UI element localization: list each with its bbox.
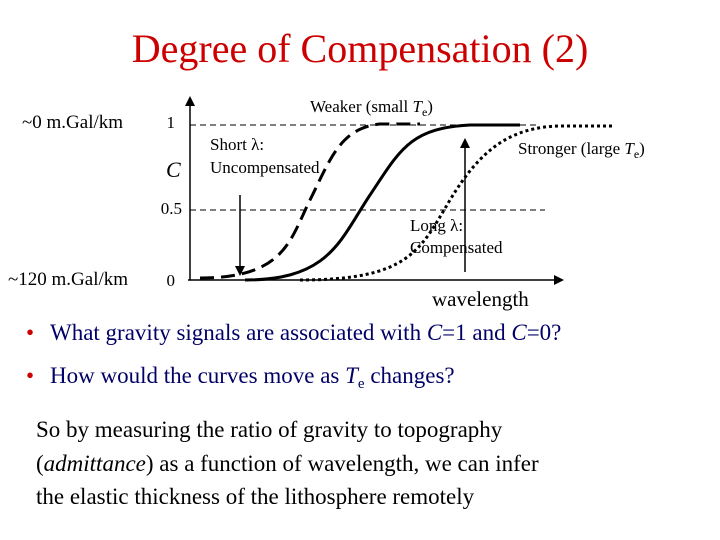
paragraph-line: So by measuring the ratio of gravity to … bbox=[36, 417, 503, 442]
bullet: What gravity signals are associated with… bbox=[50, 320, 561, 345]
stronger-label: Stronger (large Te) bbox=[518, 139, 645, 161]
paragraph-line: the elastic thickness of the lithosphere… bbox=[36, 484, 475, 509]
x-axis-label: wavelength bbox=[432, 287, 529, 311]
top-scale-label: ~0 m.Gal/km bbox=[22, 112, 123, 133]
curve-mid bbox=[244, 123, 520, 282]
bullet: How would the curves move as Te changes? bbox=[50, 363, 455, 392]
tick-label: 0 bbox=[167, 271, 176, 290]
long-label: Long λ: bbox=[410, 216, 463, 235]
short-label: Uncompensated bbox=[210, 158, 320, 177]
axis-label: C bbox=[166, 157, 181, 182]
curve-weak bbox=[199, 122, 420, 280]
bullet-list: • What gravity signals are associated wi… bbox=[26, 320, 561, 392]
bullet-dot: • bbox=[26, 320, 34, 345]
bullet-dot: • bbox=[26, 363, 34, 388]
short-label: Short λ: bbox=[210, 135, 264, 154]
paragraph-line: (admittance) as a function of wavelength… bbox=[36, 451, 539, 476]
long-label: Compensated bbox=[410, 238, 503, 257]
paragraph: So by measuring the ratio of gravity to … bbox=[36, 417, 539, 509]
tick-label: 1 bbox=[167, 113, 176, 132]
tick-label: 0.5 bbox=[161, 199, 182, 218]
slide-title: Degree of Compensation (2) bbox=[132, 26, 589, 71]
bottom-scale-label: ~120 m.Gal/km bbox=[8, 269, 128, 290]
weaker-label: Weaker (small Te) bbox=[310, 97, 433, 119]
